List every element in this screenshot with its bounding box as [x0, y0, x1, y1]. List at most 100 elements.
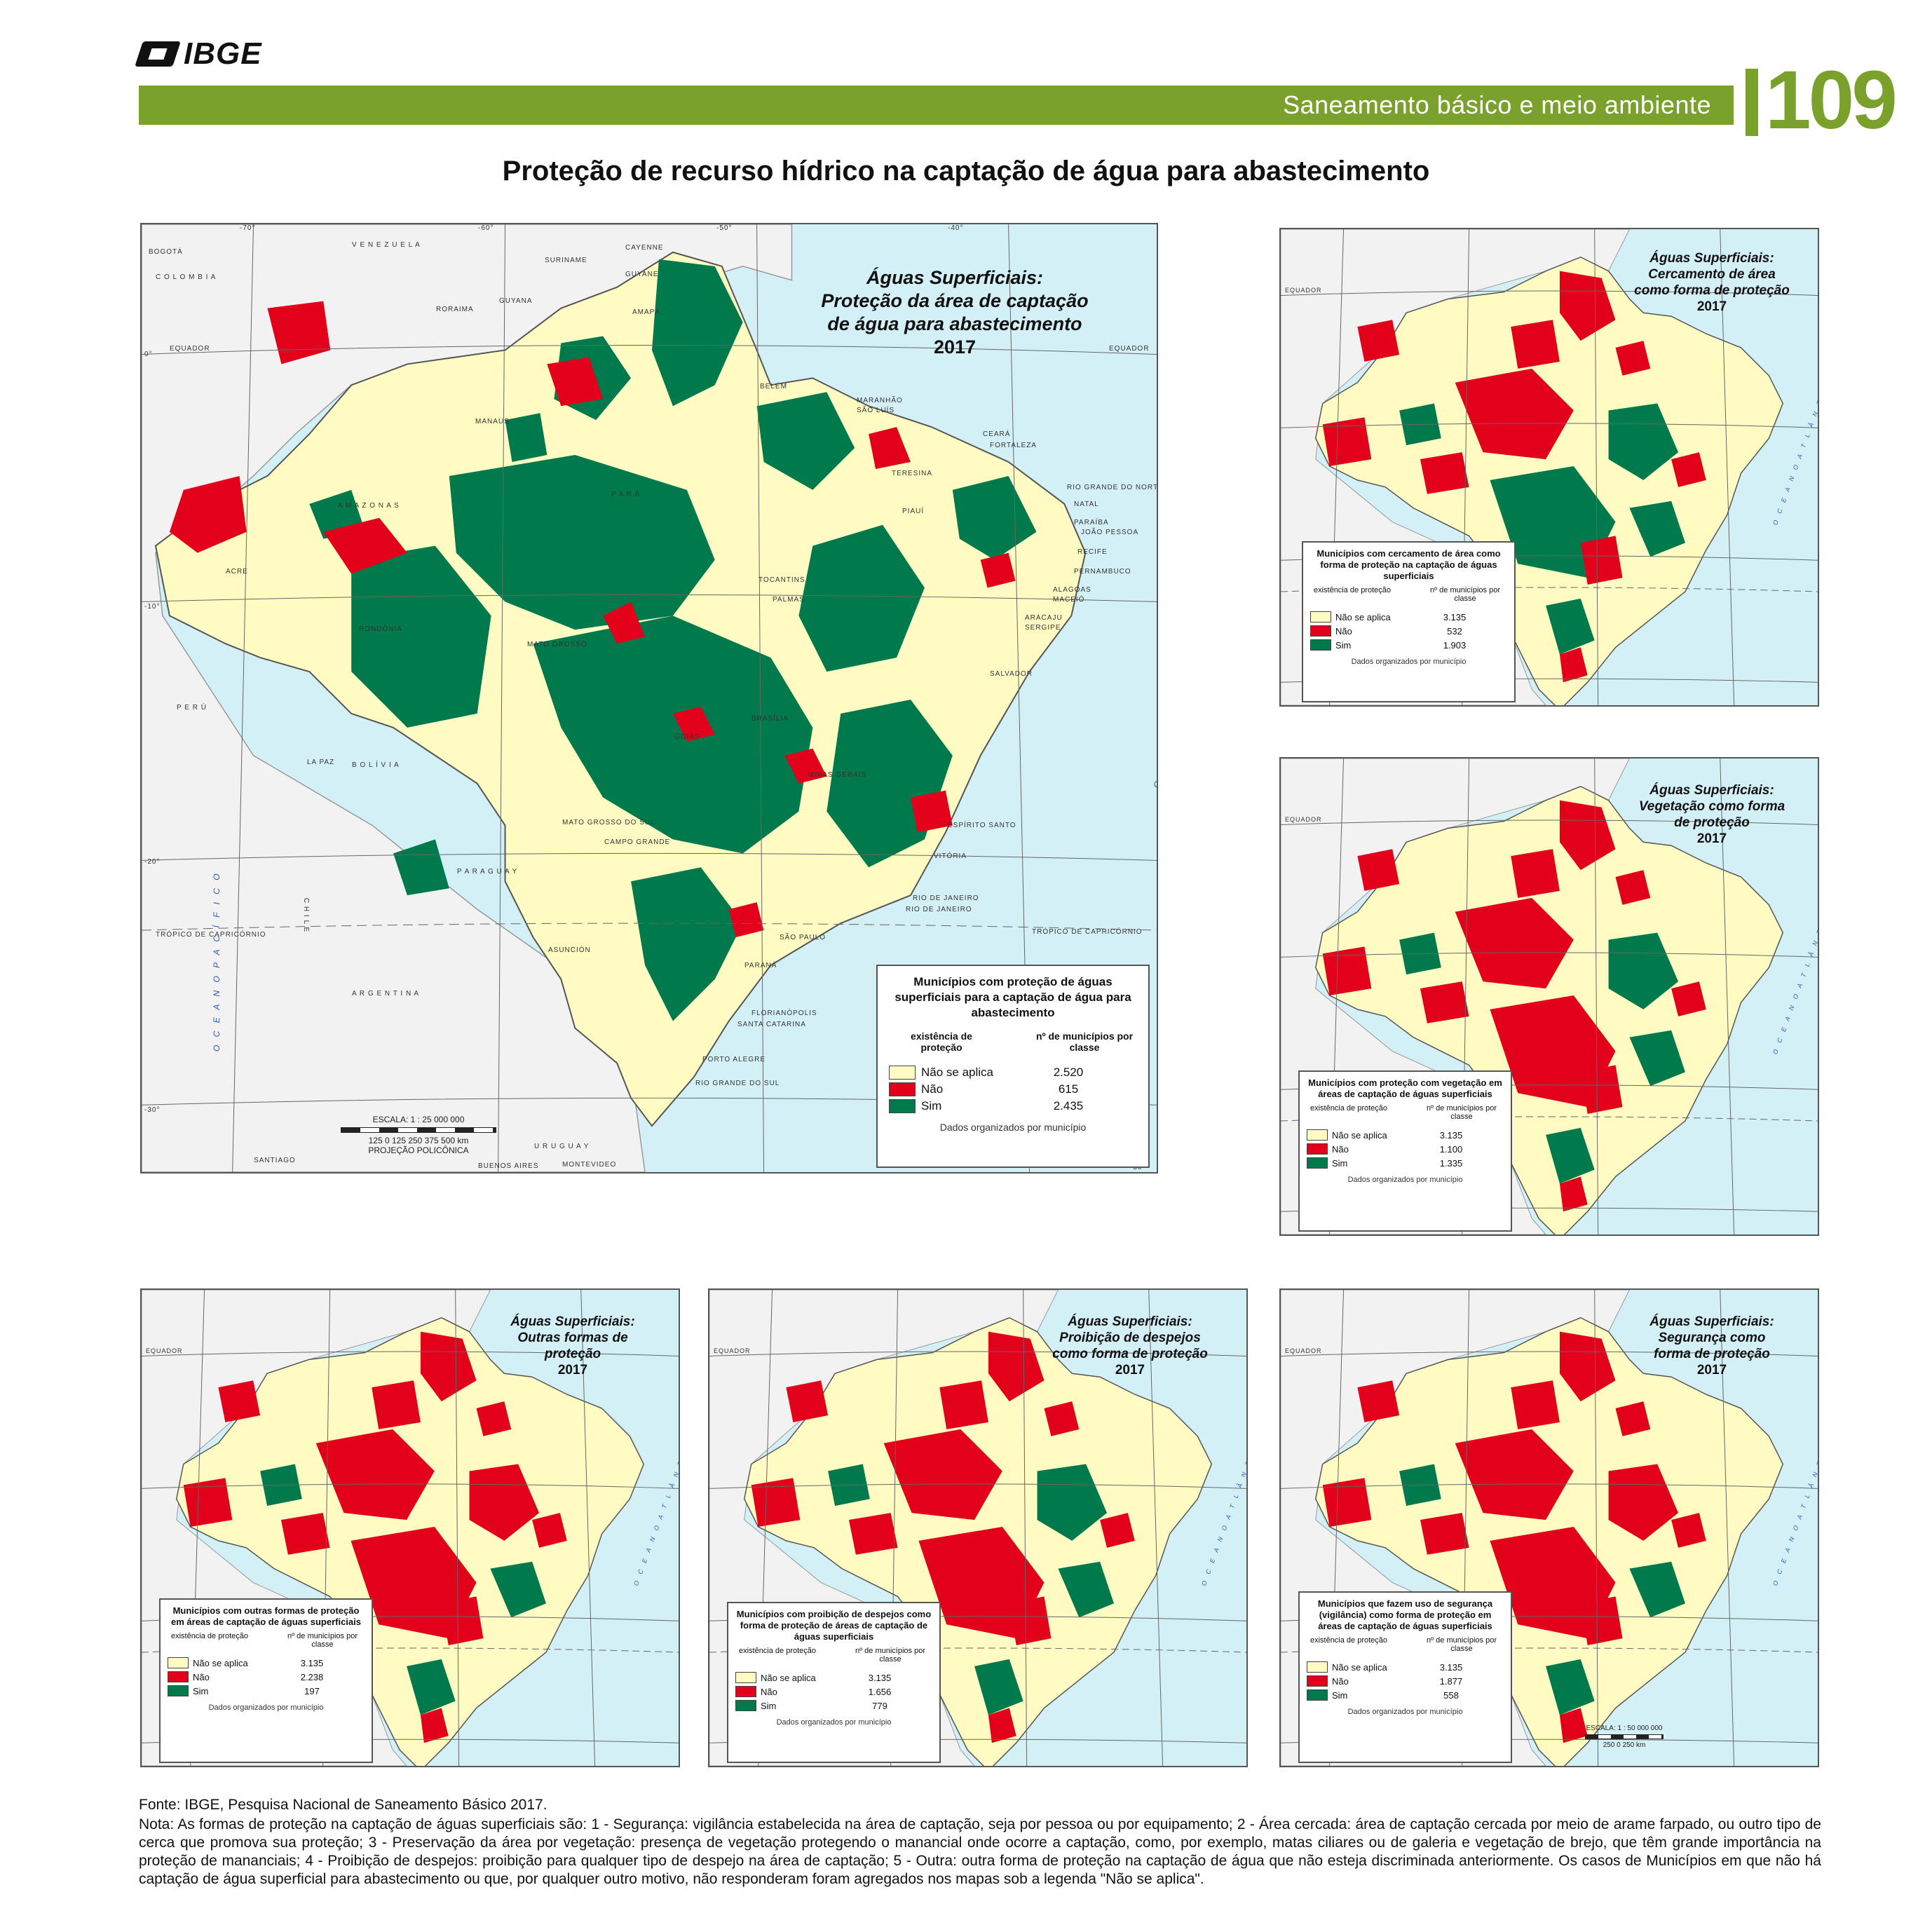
small-map-equador-label: EQUADOR [146, 1347, 183, 1354]
small-map-equador-label: EQUADOR [1285, 1347, 1322, 1354]
main-legend-title: Municípios com proteção de águas superfi… [894, 975, 1131, 1019]
small-map-equador-label: EQUADOR [1285, 287, 1322, 294]
label-asuncion: ASUNCIÓN [548, 946, 591, 954]
label-amazonas: A M A Z O N A S [338, 502, 400, 510]
small-legend-count: 3.135 [1439, 1129, 1463, 1141]
small-legend-label: Não se aplica [1332, 1129, 1387, 1141]
small-map-legend: Municípios com cercamento de área como f… [1302, 541, 1516, 702]
main-map-title-line1: Águas Superficiais: [866, 267, 1044, 288]
label-para: P A R Á [611, 491, 641, 498]
swatch-sim [889, 1099, 916, 1113]
swatch-nao [889, 1082, 916, 1096]
small-map-legend: Municípios com outras formas de proteção… [159, 1598, 373, 1763]
small-map-title: Águas Superficiais: Cercamento de área com… [1610, 250, 1814, 315]
label-campo-grande: CAMPO GRANDE [604, 838, 671, 846]
header-bar [139, 86, 1734, 125]
small-legend-row-sim: Sim 558 [1307, 1688, 1504, 1702]
small-map-title: Águas Superficiais: Outras formas de prote… [471, 1314, 674, 1378]
label-venezuela: V E N E Z U E L A [352, 241, 421, 249]
label-alagoas: ALAGOAS [1053, 586, 1091, 594]
small-legend-row-sim: Sim 1.335 [1307, 1156, 1504, 1170]
label-palmas: PALMAS [773, 596, 805, 604]
small-legend-col-existencia: existência de proteção [170, 1632, 249, 1640]
small-legend-title: Municípios com proteção com vegetação em… [1308, 1077, 1502, 1099]
small-map-title-year: 2017 [557, 1363, 588, 1377]
small-legend-row-nao: Não 1.877 [1307, 1674, 1504, 1688]
label-joao-pessoa: JOÃO PESSOA [1081, 529, 1139, 536]
swatch-sim [1307, 1157, 1328, 1169]
small-legend-title: Municípios com cercamento de área como f… [1317, 548, 1501, 581]
label-mato-grosso: MATO GROSSO [527, 641, 587, 648]
source-text: Fonte: IBGE, Pesquisa Nacional de Saneam… [139, 1797, 547, 1813]
label-bogota: BOGOTÁ [149, 248, 183, 256]
small-legend-count: 779 [872, 1700, 887, 1711]
small-legend-col-existencia: existência de proteção [738, 1647, 817, 1655]
label-oceano-pacifico: O C E A N O P A C Í F I C O [212, 871, 222, 1052]
label-lon-70: -70° [240, 224, 256, 232]
small-legend-count: 1.903 [1443, 639, 1467, 651]
small-map-title-title-line2: Vegetação como forma [1638, 799, 1785, 814]
main-legend-col-municipios: nº de municípios por classe [1035, 1030, 1134, 1053]
small-map-scale: ESCALA: 1 : 50 000 000 250 0 250 km [1568, 1724, 1680, 1749]
small-legend-count: 1.100 [1439, 1143, 1463, 1155]
label-tropico-left: TRÓPICO DE CAPRICÓRNIO [156, 931, 266, 939]
main-legend-row-nao: Não 615 [889, 1081, 1137, 1098]
swatch-sim [735, 1700, 756, 1711]
label-fortaleza: FORTALEZA [990, 442, 1037, 449]
small-legend-row-nao: Não 2.238 [168, 1670, 365, 1684]
small-map-legend: Municípios com proteção com vegetação em… [1298, 1070, 1512, 1232]
small-legend-row-nao-se-aplica: Não se aplica 3.135 [1307, 1660, 1504, 1674]
swatch-nao [168, 1671, 189, 1682]
main-legend-count-nao: 615 [1058, 1082, 1079, 1096]
small-map-title: Águas Superficiais: Vegetação como forma d… [1610, 782, 1814, 847]
main-map-projection: PROJEÇÃO POLICÔNICA [368, 1145, 469, 1155]
main-map-title: Águas Superficiais: Proteção da área de … [787, 266, 1123, 359]
label-guyana: GUYANA [499, 297, 533, 305]
label-tocantins: TOCANTINS [758, 576, 805, 584]
small-legend-label: Não [1332, 1143, 1349, 1155]
main-map-title-line3: de água para abastecimento [827, 313, 1082, 334]
label-natal: NATAL [1074, 501, 1099, 508]
small-legend-count: 3.135 [868, 1672, 892, 1683]
label-lat-20: -20° [144, 858, 161, 866]
small-legend-col-municipios: nº de municípios por classe [855, 1647, 925, 1664]
small-legend-row-nao: Não 1.656 [735, 1685, 932, 1699]
label-rio-grande-do-norte: RIO GRANDE DO NORTE [1067, 484, 1158, 491]
small-legend-count: 2.238 [300, 1671, 324, 1682]
label-espirito-santo: ESPÍRITO SANTO [948, 822, 1016, 829]
label-rio-de-janeiro-city: RIO DE JANEIRO [906, 906, 972, 913]
small-legend-count: 3.135 [1443, 611, 1467, 623]
small-legend-label: Sim [761, 1700, 777, 1711]
small-map-title-year: 2017 [1696, 299, 1727, 314]
small-legend-row-nao-se-aplica: Não se aplica 3.135 [735, 1671, 932, 1685]
small-legend-label: Sim [1332, 1157, 1348, 1169]
small-legend-label: Não [761, 1686, 777, 1697]
label-guyane: GUYANE [625, 271, 659, 278]
page-number: 109 [1765, 54, 1898, 147]
swatch-nao [1307, 1143, 1328, 1155]
small-map-equador-label: EQUADOR [714, 1347, 751, 1354]
small-legend-label: Não se aplica [1332, 1661, 1387, 1673]
main-map-canvas [142, 224, 1157, 1172]
small-map-title-title-line3: como forma de proteção [1052, 1347, 1208, 1361]
main-legend-col-existencia: existência de proteção [911, 1030, 972, 1053]
small-legend-organizados: Dados organizados por município [1347, 1708, 1463, 1716]
label-salvador: SALVADOR [990, 670, 1033, 678]
label-tropico-right: TRÓPICO DE CAPRICÓRNIO [1032, 928, 1143, 936]
label-sao-luis: SÃO LUÍS [857, 407, 895, 414]
page-title: Proteção de recurso hídrico na captação … [502, 156, 1430, 186]
label-minas-gerais: MINAS GERAIS [808, 771, 867, 779]
small-legend-label: Não se aplica [193, 1657, 248, 1668]
note-text: Nota: As formas de proteção na captação … [139, 1816, 1821, 1887]
section-title: Saneamento básico e meio ambiente [1283, 90, 1711, 119]
label-lon-60: -60° [478, 224, 494, 232]
label-pernambuco: PERNAMBUCO [1074, 568, 1131, 576]
small-legend-organizados: Dados organizados por município [1347, 1176, 1463, 1184]
small-legend-row-sim: Sim 1.903 [1310, 638, 1507, 652]
main-map: Águas Superficiais: Proteção da área de … [140, 223, 1158, 1174]
small-map-title: Águas Superficiais: Segurança como forma d… [1610, 1314, 1814, 1378]
small-map-title-year: 2017 [1696, 831, 1727, 846]
label-vitoria: VITÓRIA [934, 852, 967, 860]
